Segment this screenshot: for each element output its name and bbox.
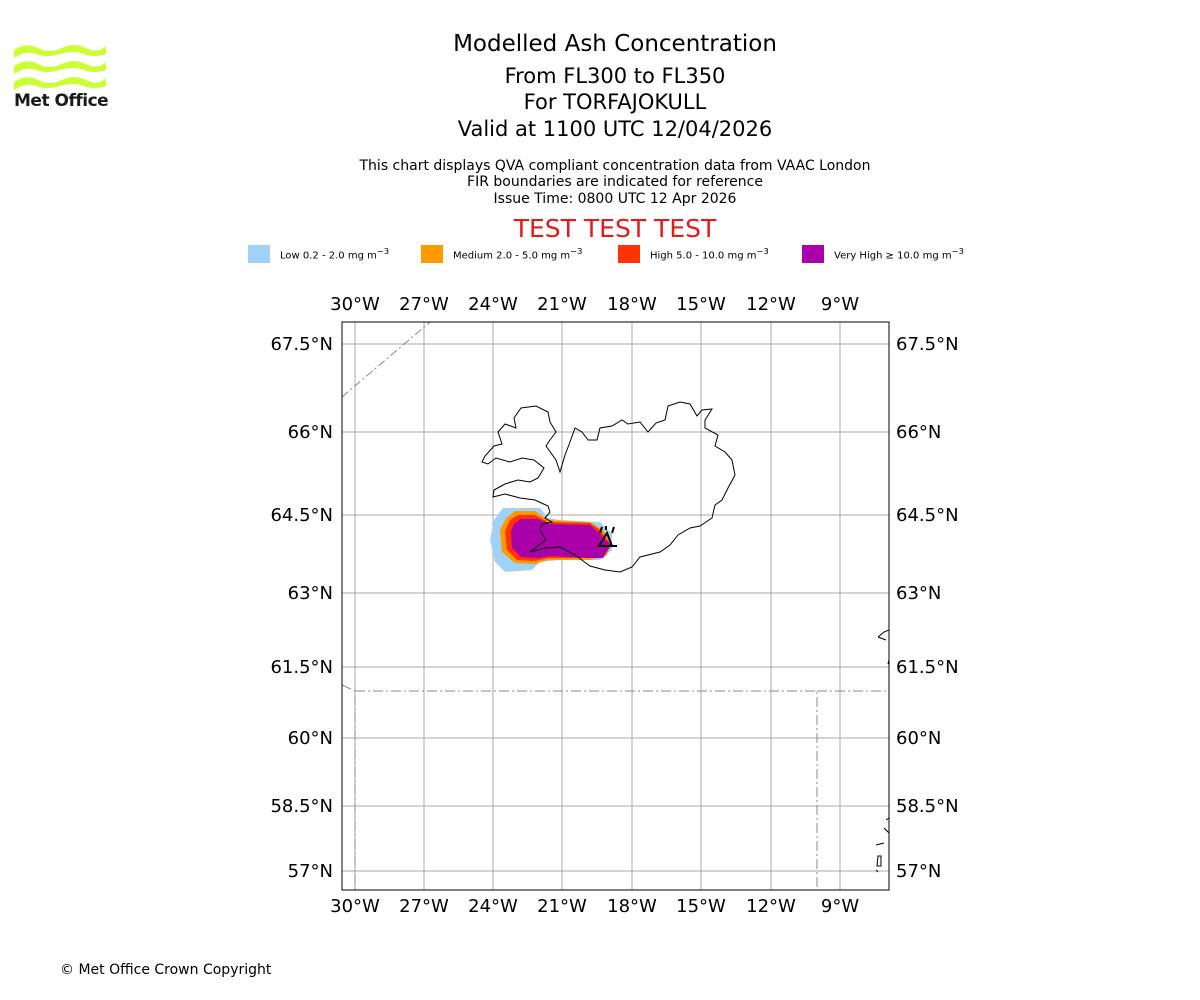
legend-swatch-high bbox=[618, 245, 640, 263]
fir-boundary bbox=[342, 684, 889, 890]
logo-text: Met Office bbox=[14, 91, 109, 111]
note-qva: This chart displays QVA compliant concen… bbox=[359, 158, 871, 174]
valid-time: Valid at 1100 UTC 12/04/2026 bbox=[457, 117, 773, 141]
legend-label-medium: Medium 2.0 - 5.0 mg m−3 bbox=[453, 246, 583, 262]
fir-boundary bbox=[342, 322, 431, 398]
ash-very-high bbox=[511, 519, 611, 558]
lat-tick-label: 61.5°N bbox=[896, 657, 959, 678]
legend-item-high: High 5.0 - 10.0 mg m−3 bbox=[618, 245, 769, 263]
note-fir: FIR boundaries are indicated for referen… bbox=[467, 174, 763, 190]
lon-tick-label: 21°W bbox=[537, 896, 587, 917]
legend-item-veryhigh: Very High ≥ 10.0 mg m−3 bbox=[802, 245, 964, 263]
lon-tick-label: 18°W bbox=[607, 294, 657, 315]
lat-tick-label: 67.5°N bbox=[270, 334, 333, 355]
lon-tick-label: 27°W bbox=[399, 896, 449, 917]
lat-tick-label: 66°N bbox=[288, 422, 333, 443]
chart-title: Modelled Ash Concentration bbox=[453, 31, 777, 57]
flight-levels: From FL300 to FL350 bbox=[504, 64, 726, 88]
lon-tick-label: 9°W bbox=[821, 896, 859, 917]
issue-time: Issue Time: 0800 UTC 12 Apr 2026 bbox=[493, 191, 737, 207]
legend-label-low: Low 0.2 - 2.0 mg m−3 bbox=[280, 246, 390, 262]
test-banner: TEST TEST TEST bbox=[513, 214, 717, 243]
lat-tick-label: 57°N bbox=[896, 861, 941, 882]
lat-tick-label: 58.5°N bbox=[270, 796, 333, 817]
lon-tick-label: 30°W bbox=[330, 896, 380, 917]
lat-tick-label: 64.5°N bbox=[896, 505, 959, 526]
legend-label-veryhigh: Very High ≥ 10.0 mg m−3 bbox=[834, 246, 964, 262]
lat-tick-label: 67.5°N bbox=[896, 334, 959, 355]
legend-label-high: High 5.0 - 10.0 mg m−3 bbox=[650, 246, 769, 262]
iceland-coastline bbox=[481, 401, 736, 573]
lat-tick-label: 61.5°N bbox=[270, 657, 333, 678]
lon-tick-label: 12°W bbox=[746, 294, 796, 315]
legend-swatch-low bbox=[248, 245, 270, 263]
lon-tick-label: 27°W bbox=[399, 294, 449, 315]
lat-tick-label: 63°N bbox=[896, 583, 941, 604]
lon-tick-label: 12°W bbox=[746, 896, 796, 917]
legend-swatch-medium bbox=[421, 245, 443, 263]
copyright: © Met Office Crown Copyright bbox=[60, 962, 272, 978]
scotland-islands bbox=[875, 817, 889, 873]
met-office-logo bbox=[14, 45, 106, 90]
lon-tick-label: 21°W bbox=[537, 294, 587, 315]
volcano-name: For TORFAJOKULL bbox=[523, 90, 707, 114]
lon-tick-label: 18°W bbox=[607, 896, 657, 917]
lat-tick-label: 64.5°N bbox=[270, 505, 333, 526]
faroe-islands bbox=[877, 629, 889, 665]
graticule bbox=[342, 322, 889, 890]
lat-tick-label: 58.5°N bbox=[896, 796, 959, 817]
lon-tick-label: 15°W bbox=[676, 896, 726, 917]
lat-tick-label: 57°N bbox=[288, 861, 333, 882]
lon-tick-label: 30°W bbox=[330, 294, 380, 315]
lon-tick-label: 24°W bbox=[468, 294, 518, 315]
lon-tick-label: 9°W bbox=[821, 294, 859, 315]
lat-tick-label: 63°N bbox=[288, 583, 333, 604]
lon-tick-label: 24°W bbox=[468, 896, 518, 917]
volcano-marker bbox=[597, 526, 617, 547]
legend-item-low: Low 0.2 - 2.0 mg m−3 bbox=[248, 245, 389, 263]
lat-tick-label: 66°N bbox=[896, 422, 941, 443]
legend-swatch-veryhigh bbox=[802, 245, 824, 263]
legend-item-medium: Medium 2.0 - 5.0 mg m−3 bbox=[421, 245, 582, 263]
lat-tick-label: 60°N bbox=[896, 728, 941, 749]
lon-tick-label: 15°W bbox=[676, 294, 726, 315]
lat-tick-label: 60°N bbox=[288, 728, 333, 749]
